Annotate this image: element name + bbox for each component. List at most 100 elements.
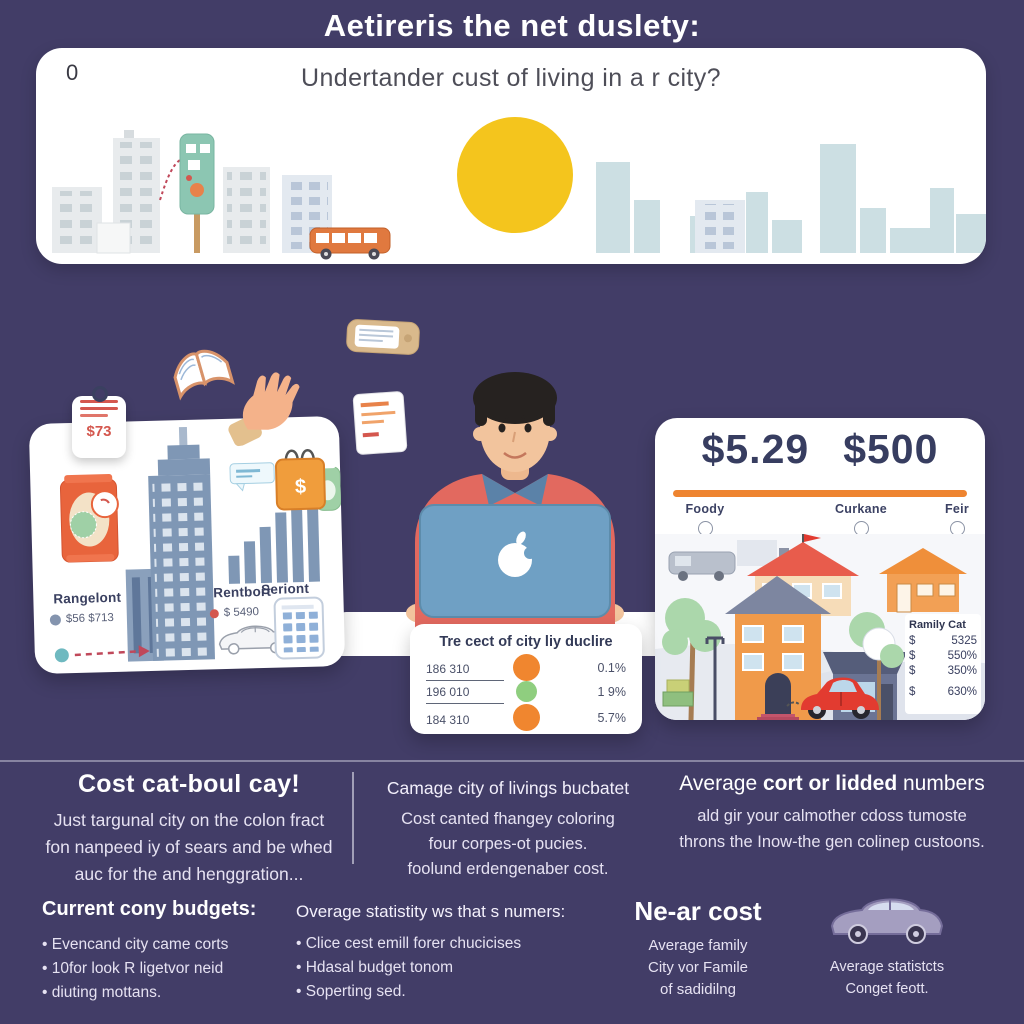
family-cost-row: $ 630% (909, 686, 977, 698)
list-item: Evencand city came corts (42, 933, 307, 957)
lamp-post-icon (705, 636, 725, 720)
book-icon (173, 349, 235, 401)
price-tag: $73 (72, 386, 126, 458)
stats-value: 184 310 (426, 713, 470, 727)
orange-divider (673, 490, 967, 497)
list-item: Clice cest emill forer chucicises (296, 932, 608, 956)
page-title: Aetireris the net duslety: (323, 8, 701, 43)
dashed-line (159, 159, 181, 201)
marker-curkane: Curkane (823, 502, 899, 536)
section-divider (0, 760, 1024, 762)
list-item: 10for look R ligetvor neid (42, 957, 307, 981)
document-icon (352, 391, 408, 455)
orange-dot-icon (512, 654, 540, 681)
statistics-block: Overage statistity ws that s numers: Cli… (296, 902, 608, 1004)
marker-feir: Feir (937, 502, 977, 536)
shopping-bag-icon: $ (274, 449, 326, 511)
stats-value: 196 010 (426, 685, 504, 704)
hand-icon (228, 372, 300, 447)
near-cost-block: Ne-ar cost Average family City vor Famil… (598, 896, 798, 1000)
car-note-block: Average statistcts Conget feott. (812, 884, 962, 1001)
tag-line (80, 414, 108, 417)
crates-icon (662, 679, 694, 707)
car-caption: Average statistcts Conget feott. (829, 959, 945, 997)
info-column-1: Cost cat-boul cay! Just targunal city on… (28, 770, 350, 888)
small-orange-house-icon (879, 548, 967, 613)
budgets-block: Current cony budgets: Evencand city came… (42, 898, 307, 1005)
hair (473, 372, 557, 426)
billboard-icon (737, 540, 777, 566)
neighborhood-costs-card: $5.29 $500 Foody Curkane Feir (655, 418, 985, 720)
city-decline-stats-card: Tre cect of city liy duclire 186 310 0.1… (410, 624, 642, 734)
family-cost-title: Ramily Cat (909, 619, 966, 631)
stats-value: 186 310 (426, 662, 504, 681)
statistics-list: Clice cest emill forer chucicises Hdasal… (296, 932, 608, 1004)
price-right: $500 (843, 426, 939, 472)
info-column-2: Camage city of livings bucbatet Cost can… (362, 778, 654, 881)
column-divider (352, 772, 354, 864)
stats-percent: 5.7% (597, 710, 627, 725)
statistics-heading: Overage statistity ws that s numers: (296, 902, 566, 921)
bus-icon (309, 227, 391, 260)
info-heading: Average cort or lidded numbers (679, 772, 985, 795)
stats-row: 186 310 0.1% (426, 654, 627, 681)
signpost-icon (179, 133, 215, 253)
orange-dot-icon (512, 704, 540, 731)
series-value-rangelont: $56 $713 (49, 612, 114, 626)
red-dot-icon (209, 608, 219, 618)
family-cost-row: $ 550% (909, 650, 977, 662)
stats-row: 196 010 1 9% (426, 679, 626, 704)
left-card-illustration: $ (54, 426, 342, 663)
laptop-icon (419, 504, 611, 618)
price-left: $5.29 (701, 426, 810, 472)
series-value-rentbort: $ 5490 (209, 606, 259, 619)
stats-percent: 0.1% (597, 660, 627, 675)
family-cost-row: $ 350% (909, 665, 977, 677)
tree-icon (849, 612, 904, 720)
tag-line (80, 407, 118, 410)
family-cost-row: $ 5325 (909, 635, 977, 647)
city-buildings-icon (52, 130, 745, 254)
cityscape-illustration (52, 117, 986, 260)
trend-arrow-icon (54, 645, 150, 663)
near-cost-heading: Ne-ar cost (634, 896, 762, 926)
city-costs-card: $ Rangelont $56 $713 Rent (28, 415, 346, 675)
red-car-icon (786, 677, 879, 719)
stats-card-title: Tre cect of city liy duclire (439, 634, 613, 650)
marker-foody: Foody (673, 502, 737, 536)
budgets-heading: Current cony budgets: (42, 898, 257, 920)
skyline-silhouette-icon (596, 144, 986, 253)
page-subtitle: Undertander cust of living in a r city? (301, 64, 721, 92)
steel-dot-icon (49, 613, 62, 626)
person-illustration (406, 372, 624, 650)
price-tag-amount: $73 (86, 423, 112, 440)
svg-text:$: $ (295, 476, 307, 498)
list-item: Hdasal budget tonom (296, 956, 608, 980)
budgets-list: Evencand city came corts 10for look R li… (42, 933, 307, 1005)
corner-mark: 0 (66, 60, 79, 85)
info-heading: Camage city of livings bucbatet (386, 778, 630, 798)
sedan-car-icon (830, 898, 944, 944)
price-headline: $5.29 $500 (655, 426, 985, 473)
tower-icon (125, 426, 216, 662)
series-label-rangelont: Rangelont (53, 589, 122, 607)
tag-line (80, 400, 118, 403)
list-item: diuting mottans. (42, 981, 307, 1005)
van-icon (668, 551, 736, 581)
family-cost-panel: Ramily Cat $ 5325 $ 550% $ 350% $ 630% (905, 614, 981, 714)
chips-bag-icon (59, 474, 119, 563)
apple-logo-icon (498, 531, 536, 577)
city-banner-card: 0 Undertander cust of living in a r city… (36, 48, 986, 264)
sun-icon (457, 117, 573, 233)
speech-bubble-icon (229, 462, 275, 492)
phone-icon (273, 596, 325, 660)
info-column-3: Average cort or lidded numbers ald gir y… (650, 772, 1014, 855)
wallet-icon (346, 319, 420, 355)
info-heading: Cost cat-boul cay! (77, 770, 301, 798)
stats-row: 184 310 5.7% (426, 704, 627, 731)
stats-rows: 186 310 0.1% 196 010 1 9% 184 310 5.7% (410, 654, 642, 731)
series-label-seriont: Seriont (260, 580, 310, 598)
stats-percent: 1 9% (597, 684, 627, 699)
green-dot-icon (515, 681, 537, 702)
